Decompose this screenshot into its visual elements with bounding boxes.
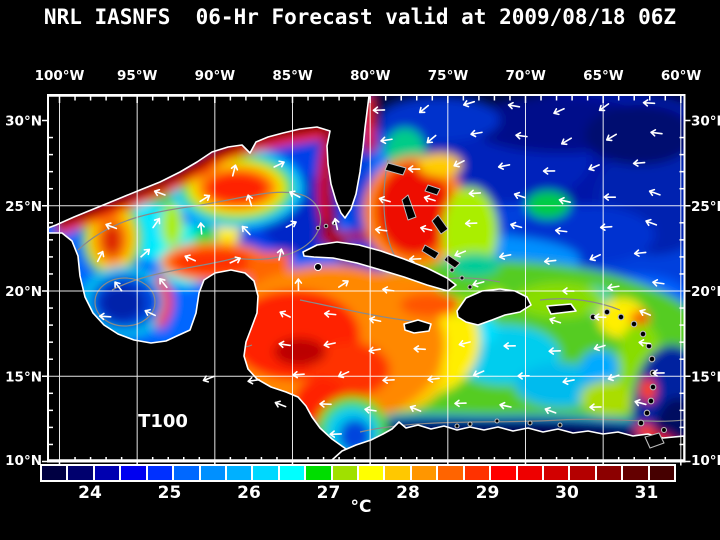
latitude-axis-left: 30°N 25°N 20°N 15°N 10°N: [5, 114, 42, 470]
colorbar-tick-label: 31: [634, 483, 659, 503]
colorbar-swatch: [359, 466, 384, 480]
land-jamaica: [403, 319, 432, 334]
lat-label-left: 10°N: [5, 453, 42, 469]
colorbar-tick-label: 29: [475, 483, 500, 503]
lat-label-right: 30°N: [691, 114, 720, 130]
colorbar-swatch: [94, 466, 120, 480]
lat-label-left: 15°N: [5, 369, 42, 385]
colorbar-swatch: [42, 466, 67, 480]
lat-label-left: 20°N: [5, 284, 42, 300]
longitude-axis: 100°W 95°W 90°W 85°W 80°W 75°W 70°W 65°W…: [35, 68, 702, 84]
land-mexico-central-america: [49, 232, 367, 461]
colorbar-swatch: [649, 466, 675, 480]
lon-label: 70°W: [505, 68, 546, 84]
colorbar-unit-label: °C: [350, 497, 372, 517]
land-layer: [49, 96, 684, 461]
colorbar-swatch: [464, 466, 490, 480]
colorbar-tick-label: 27: [316, 483, 341, 503]
colorbar-swatch: [279, 466, 305, 480]
land-puerto-rico: [546, 303, 577, 315]
lat-label-right: 20°N: [691, 284, 720, 300]
lon-label: 85°W: [272, 68, 313, 84]
lon-label: 75°W: [428, 68, 469, 84]
lon-label: 90°W: [195, 68, 236, 84]
colorbar-tick-label: 25: [157, 483, 182, 503]
land-bahamas: [384, 162, 473, 290]
colorbar: [40, 464, 676, 482]
lat-label-left: 25°N: [5, 199, 42, 215]
colorbar-swatch: [253, 466, 278, 480]
lon-label: 65°W: [583, 68, 624, 84]
colorbar-swatch: [121, 466, 146, 480]
lon-label: 95°W: [117, 68, 158, 84]
land-north-america: [49, 96, 370, 229]
lat-label-right: 15°N: [691, 369, 720, 385]
colorbar-swatch: [623, 466, 648, 480]
grid-layer: [49, 96, 684, 461]
colorbar-tick-label: 30: [555, 483, 579, 503]
wind-arrows-layer: [96, 99, 665, 438]
colorbar-swatch: [544, 466, 569, 480]
land-cuba: [302, 241, 457, 292]
lat-label-right: 10°N: [691, 453, 720, 469]
colorbar-swatch: [332, 466, 358, 480]
colorbar-tick-label: 24: [78, 483, 102, 503]
land-south-america: [331, 421, 684, 461]
colorbar-swatch: [174, 466, 199, 480]
lat-label-left: 30°N: [5, 114, 42, 130]
lat-label-right: 25°N: [691, 199, 720, 215]
colorbar-swatch: [147, 466, 173, 480]
colorbar-swatch: [226, 466, 252, 480]
map-frame: [47, 94, 686, 463]
colorbar-swatch: [411, 466, 437, 480]
land-isle-of-youth: [314, 263, 322, 271]
lon-label: 60°W: [661, 68, 702, 84]
colorbar-swatch: [491, 466, 516, 480]
colorbar-swatch: [570, 466, 595, 480]
colorbar-swatch: [200, 466, 225, 480]
colorbar-swatch: [306, 466, 331, 480]
field-label: T100: [138, 411, 188, 432]
colorbar-swatch: [517, 466, 543, 480]
lon-label: 80°W: [350, 68, 391, 84]
colorbar-swatch: [596, 466, 622, 480]
lon-label: 100°W: [35, 68, 85, 84]
latitude-axis-right: 30°N 25°N 20°N 15°N 10°N: [691, 114, 720, 470]
colorbar-tick-label: 28: [396, 483, 420, 503]
colorbar-tick-label: 26: [237, 483, 261, 503]
colorbar-swatch: [438, 466, 463, 480]
colorbar-swatch: [68, 466, 93, 480]
colorbar-swatch: [385, 466, 410, 480]
page-title: NRL IASNFS 06-Hr Forecast valid at 2009/…: [43, 5, 677, 29]
